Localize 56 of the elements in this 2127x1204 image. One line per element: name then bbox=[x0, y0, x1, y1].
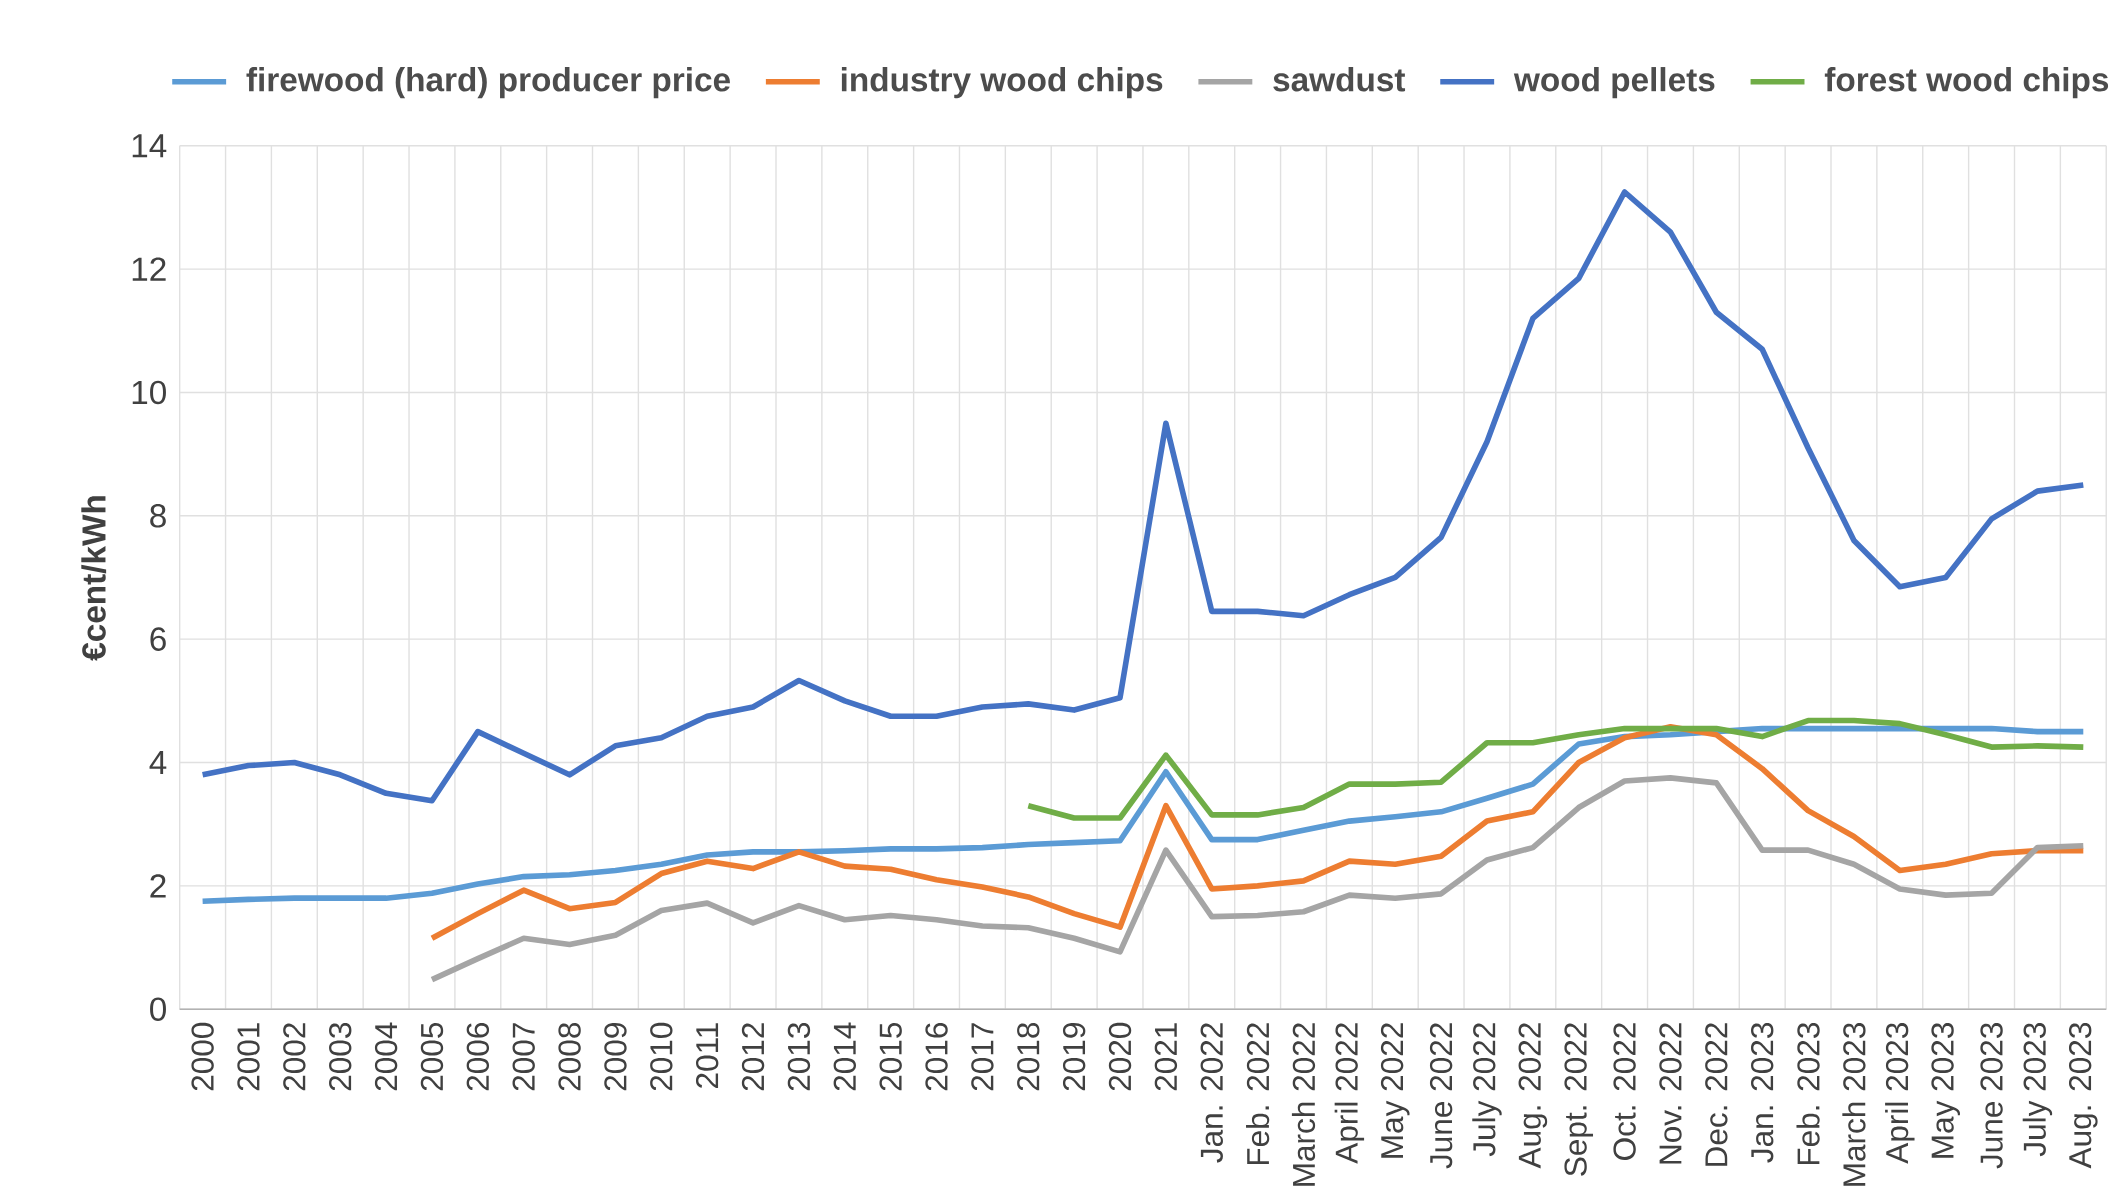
x-tick-label: 2004 bbox=[374, 1022, 398, 1091]
x-tick-label: May 2023 bbox=[1931, 1023, 1960, 1158]
x-tick-label: Jan. 2022 bbox=[1200, 1023, 1223, 1163]
x-tick-label: 2011 bbox=[696, 1023, 719, 1088]
x-tick-label: Oct. 2022 bbox=[1613, 1023, 1636, 1161]
x-tick-label: 2010 bbox=[650, 1022, 673, 1091]
x-tick-label: 2014 bbox=[833, 1022, 856, 1091]
x-tick-label: 2001 bbox=[237, 1023, 260, 1091]
y-tick-label: 12 bbox=[132, 257, 166, 281]
y-axis-title: €cent/kWh bbox=[81, 496, 107, 661]
x-tick-label: Aug. 2023 bbox=[2068, 1023, 2098, 1169]
x-tick-label: July 2022 bbox=[1472, 1023, 1502, 1157]
x-tick-label: May 2022 bbox=[1380, 1023, 1410, 1158]
y-tick-label: 14 bbox=[132, 134, 167, 158]
y-tick-label: 10 bbox=[132, 380, 166, 405]
x-tick-label: 2006 bbox=[466, 1023, 490, 1091]
x-tick-label: June 2022 bbox=[1429, 1023, 1453, 1169]
x-tick-label: Nov. 2022 bbox=[1659, 1023, 1682, 1164]
x-tick-label: 2013 bbox=[787, 1023, 811, 1091]
x-tick-label: Dec. 2022 bbox=[1705, 1023, 1728, 1166]
x-tick-label: 2012 bbox=[741, 1023, 765, 1091]
y-tick-label: 6 bbox=[150, 627, 166, 652]
x-tick-label: April 2023 bbox=[1885, 1023, 1915, 1164]
x-tick-label: 2018 bbox=[1017, 1023, 1040, 1091]
y-tick-label: 2 bbox=[150, 874, 166, 898]
legend-label: industry wood chips bbox=[841, 67, 1163, 99]
x-tick-label: 2021 bbox=[1154, 1023, 1178, 1091]
x-tick-label: Feb. 2023 bbox=[1796, 1023, 1820, 1165]
x-tick-label: 2005 bbox=[420, 1023, 444, 1091]
x-tick-label: 2017 bbox=[971, 1023, 994, 1091]
x-tick-label: 2020 bbox=[1108, 1022, 1132, 1091]
x-tick-label: 2000 bbox=[191, 1022, 214, 1091]
x-tick-label: April 2022 bbox=[1334, 1023, 1365, 1164]
x-tick-label: Sept. 2022 bbox=[1564, 1023, 1594, 1176]
x-tick-label: 2008 bbox=[558, 1023, 581, 1091]
x-tick-label: 2016 bbox=[925, 1023, 948, 1091]
x-tick-label: Jan. 2023 bbox=[1751, 1023, 1774, 1163]
x-tick-label: July 2023 bbox=[2022, 1023, 2053, 1157]
x-tick-label: 2007 bbox=[512, 1023, 535, 1091]
legend-label: forest wood chips bbox=[1824, 67, 2109, 99]
legend-label: firewood (hard) producer price bbox=[246, 67, 730, 99]
legend-label: wood pellets bbox=[1513, 67, 1715, 99]
x-tick-label: March 2023 bbox=[1842, 1023, 1866, 1186]
y-tick-label: 0 bbox=[150, 997, 166, 1022]
x-tick-label: 2009 bbox=[604, 1023, 627, 1091]
legend-label: sawdust bbox=[1273, 67, 1406, 92]
x-tick-label: Feb. 2022 bbox=[1246, 1023, 1270, 1165]
x-tick-label: March 2022 bbox=[1291, 1023, 1316, 1186]
x-tick-label: 2003 bbox=[329, 1023, 352, 1091]
x-tick-label: 2015 bbox=[879, 1023, 902, 1091]
x-tick-label: 2002 bbox=[283, 1023, 306, 1091]
y-tick-label: 4 bbox=[149, 751, 167, 775]
y-tick-label: 8 bbox=[150, 504, 166, 528]
x-tick-label: 2019 bbox=[1062, 1023, 1086, 1091]
x-tick-label: June 2023 bbox=[1980, 1023, 2003, 1169]
x-tick-label: Aug. 2022 bbox=[1518, 1023, 1548, 1169]
